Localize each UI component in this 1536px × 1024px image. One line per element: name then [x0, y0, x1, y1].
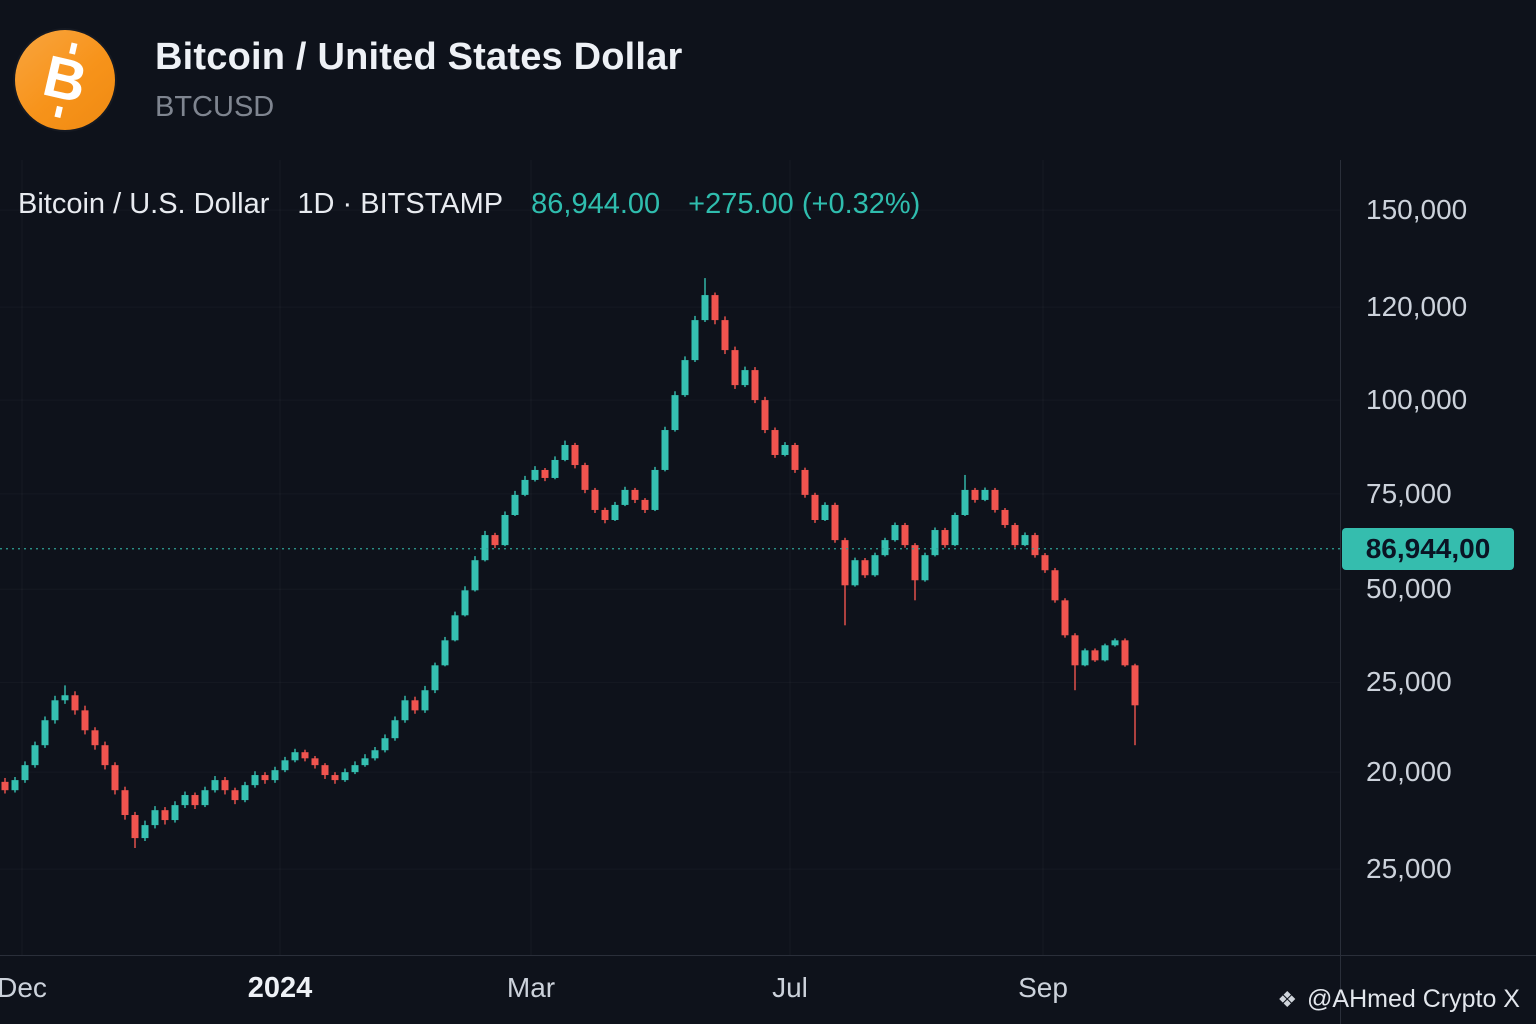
price-axis-label: 50,000 — [1366, 573, 1452, 605]
bitcoin-logo-icon: B — [15, 30, 115, 130]
time-axis-label: Dec — [0, 972, 47, 1003]
time-axis-label: Jul — [772, 972, 808, 1003]
time-axis-label: Sep — [1018, 972, 1068, 1003]
time-axis[interactable]: Dec 2024 Mar Jul Sep — [0, 955, 1536, 1024]
time-axis-label: 2024 — [247, 972, 313, 1004]
binance-diamond-icon: ❖ — [1277, 986, 1298, 1012]
price-axis-label: 150,000 — [1366, 194, 1468, 226]
chart-canvas[interactable]: Bitcoin / U.S. Dollar 1D · BITSTAMP 86,9… — [0, 160, 1340, 955]
legend-symbol: Bitcoin / U.S. Dollar — [18, 188, 270, 220]
price-axis-label: 100,000 — [1366, 384, 1468, 416]
watermark: ❖ @AHmed Crypto X — [1277, 985, 1520, 1014]
instrument-symbol: BTCUSD — [155, 91, 275, 123]
instrument-title: Bitcoin / United States Dollar — [155, 36, 683, 78]
watermark-text: @AHmed Crypto X — [1307, 985, 1520, 1013]
legend-last-price: 86,944.00 — [531, 188, 661, 220]
price-axis-label: 25,000 — [1366, 666, 1452, 698]
legend-interval-exchange: 1D · BITSTAMP — [297, 188, 504, 220]
legend-change: +275.00 (+0.32%) — [688, 188, 921, 220]
candles-svg[interactable] — [0, 160, 1340, 955]
price-axis-label: 20,000 — [1366, 756, 1452, 788]
price-axis-label: 120,000 — [1366, 291, 1468, 323]
price-axis-label: 75,000 — [1366, 477, 1452, 509]
time-axis-label: Mar — [506, 972, 556, 1003]
chart-legend: Bitcoin / U.S. Dollar 1D · BITSTAMP 86,9… — [18, 188, 948, 221]
instrument-header: B Bitcoin / United States Dollar BTCUSD — [0, 0, 1536, 160]
bitcoin-b-glyph: B — [37, 43, 93, 116]
price-badge: 86,944,00 — [1342, 527, 1514, 570]
price-axis[interactable]: 86,944,00 150,000 120,000 100,000 75,000 50,… — [1340, 160, 1536, 1024]
price-axis-label: 25,000 — [1366, 853, 1452, 885]
instrument-texts: Bitcoin / United States Dollar BTCUSD — [155, 36, 683, 124]
